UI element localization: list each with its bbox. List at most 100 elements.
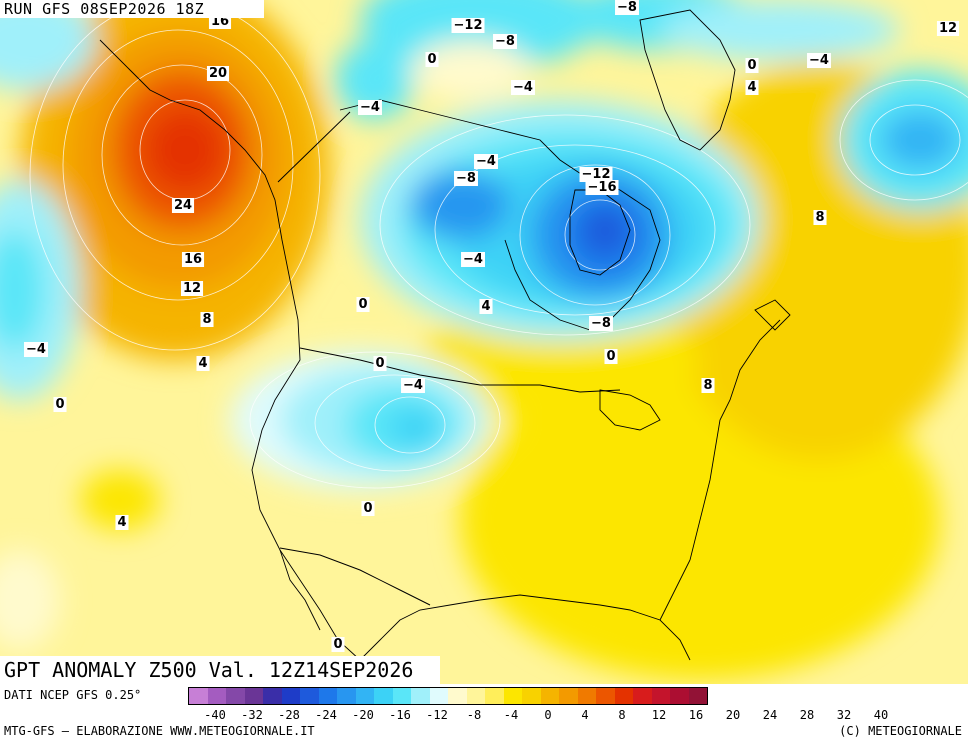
contour-value-label: −4	[474, 154, 498, 169]
contour-value-label: −4	[401, 378, 425, 393]
svg-text:24: 24	[174, 198, 192, 213]
color-scale-cell	[263, 688, 282, 704]
svg-text:0: 0	[427, 52, 436, 67]
svg-text:−4: −4	[463, 252, 483, 267]
svg-text:−4: −4	[360, 100, 380, 115]
contour-value-label: 4	[115, 515, 129, 530]
svg-text:−4: −4	[513, 80, 533, 95]
contour-value-label: −4	[358, 100, 382, 115]
contour-value-label: 0	[745, 58, 759, 73]
color-scale-cell	[318, 688, 337, 704]
contour-value-label: 8	[813, 210, 827, 225]
svg-text:−4: −4	[476, 154, 496, 169]
svg-text:8: 8	[815, 210, 824, 225]
copyright-label: (C) METEOGIORNALE	[839, 724, 962, 738]
color-scale-tick: 24	[762, 708, 778, 722]
credit-label: MTG-GFS — ELABORAZIONE WWW.METEOGIORNALE…	[4, 724, 315, 738]
color-scale-cell	[614, 688, 633, 704]
color-scale-tick: -16	[389, 708, 411, 722]
svg-text:0: 0	[333, 637, 342, 652]
svg-text:12: 12	[939, 21, 957, 36]
contour-value-label: −12	[451, 18, 485, 33]
contour-value-label: 0	[53, 397, 67, 412]
color-scale-tick: 0	[544, 708, 552, 722]
contour-lines	[29, 0, 968, 489]
contour-value-label: 12	[936, 21, 960, 36]
color-scale-cell	[688, 688, 707, 704]
color-scale-cell	[522, 688, 541, 704]
color-scale	[188, 687, 708, 705]
color-scale-tick: -32	[241, 708, 263, 722]
color-scale-cell	[392, 688, 411, 704]
color-scale-cell	[226, 688, 245, 704]
color-scale-tick: -28	[278, 708, 300, 722]
color-scale-cell	[651, 688, 670, 704]
contour-value-label: −4	[24, 342, 48, 357]
contour-value-label: −8	[589, 316, 613, 331]
svg-text:0: 0	[358, 297, 367, 312]
contour-value-label: 20	[206, 66, 230, 81]
contour-value-label: 16	[181, 252, 205, 267]
color-scale-cell	[448, 688, 467, 704]
svg-text:20: 20	[209, 66, 227, 81]
color-scale-tick: 8	[618, 708, 626, 722]
contour-value-label: 0	[356, 297, 370, 312]
color-scale-tick: -12	[426, 708, 448, 722]
contour-value-label: 4	[745, 80, 759, 95]
svg-text:0: 0	[375, 356, 384, 371]
color-scale-cell	[337, 688, 356, 704]
contour-value-label: −8	[454, 171, 478, 186]
color-scale-tick: -4	[503, 708, 519, 722]
color-scale-cell	[485, 688, 504, 704]
contour-value-label: 4	[196, 356, 210, 371]
contour-value-label: 24	[171, 198, 195, 213]
contour-value-label: −8	[493, 34, 517, 49]
color-scale-tick: 28	[799, 708, 815, 722]
color-scale-tick: 40	[873, 708, 889, 722]
contour-value-label: −8	[615, 0, 639, 15]
color-scale-tick: 32	[836, 708, 852, 722]
svg-text:−8: −8	[456, 171, 476, 186]
run-label: RUN GFS 08SEP2026 18Z	[0, 0, 264, 18]
svg-text:−12: −12	[582, 167, 611, 182]
anomaly-shading	[0, 0, 968, 680]
svg-text:−8: −8	[591, 316, 611, 331]
borders	[277, 111, 621, 606]
color-scale-tick: -24	[315, 708, 337, 722]
svg-text:−16: −16	[588, 180, 617, 195]
color-scale-cell	[429, 688, 448, 704]
color-scale-cell	[670, 688, 689, 704]
color-scale-cell	[559, 688, 578, 704]
color-scale-cell	[577, 688, 596, 704]
svg-text:16: 16	[184, 252, 202, 267]
color-scale-tick: 12	[651, 708, 667, 722]
color-scale-cell	[244, 688, 263, 704]
color-scale-cell	[355, 688, 374, 704]
svg-text:−4: −4	[809, 53, 829, 68]
svg-text:−8: −8	[617, 0, 637, 15]
contour-value-label: 0	[425, 52, 439, 67]
svg-text:0: 0	[55, 397, 64, 412]
svg-text:−4: −4	[26, 342, 46, 357]
svg-text:8: 8	[202, 312, 211, 327]
contour-value-label: 0	[331, 637, 345, 652]
svg-text:8: 8	[703, 378, 712, 393]
contour-value-label: −4	[511, 80, 535, 95]
contour-value-label: 8	[200, 312, 214, 327]
color-scale-cell	[596, 688, 615, 704]
color-scale-tick: -40	[204, 708, 226, 722]
contour-value-label: −4	[461, 252, 485, 267]
color-scale-tick: -8	[466, 708, 482, 722]
svg-text:−8: −8	[495, 34, 515, 49]
contour-value-label: 8	[701, 378, 715, 393]
contour-value-label: 0	[604, 349, 618, 364]
color-scale-cell	[633, 688, 652, 704]
contour-value-label: 4	[479, 299, 493, 314]
svg-text:0: 0	[747, 58, 756, 73]
color-scale-cell	[540, 688, 559, 704]
svg-text:4: 4	[117, 515, 126, 530]
color-scale-tick: 4	[581, 708, 589, 722]
contour-value-label: −4	[807, 53, 831, 68]
color-scale-cell	[207, 688, 226, 704]
